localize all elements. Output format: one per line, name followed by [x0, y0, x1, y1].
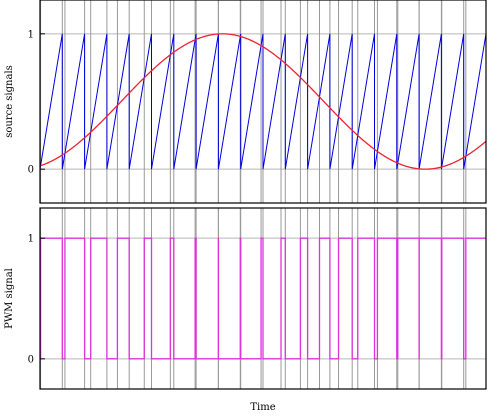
y-tick-label: 0: [28, 354, 34, 365]
top-series: [39, 33, 487, 170]
sawtooth-line: [39, 33, 487, 170]
x-axis-label: Time: [250, 402, 275, 413]
pwm-line: [39, 237, 486, 360]
bottom-y-ticks: 01: [28, 234, 45, 365]
sine-line: [39, 33, 487, 170]
pwm-signal-panel: 01 PWM signal: [4, 207, 487, 390]
y-tick-label: 1: [28, 29, 34, 40]
bottom-series: [39, 237, 486, 360]
source-signals-panel: 01 source signals: [4, 0, 487, 204]
top-y-axis-label: source signals: [4, 65, 15, 138]
top-y-ticks: 01: [28, 29, 45, 176]
y-tick-label: 0: [28, 165, 34, 176]
bottom-y-axis-label: PWM signal: [4, 268, 15, 329]
bottom-plot-frame: [39, 207, 487, 390]
top-plot-frame: [39, 0, 487, 204]
y-tick-label: 1: [28, 234, 34, 245]
